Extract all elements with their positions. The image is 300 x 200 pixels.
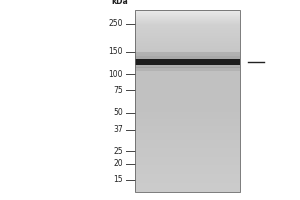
Text: 25: 25 xyxy=(113,147,123,156)
Text: kDa: kDa xyxy=(111,0,128,6)
Text: 75: 75 xyxy=(113,86,123,95)
Text: 20: 20 xyxy=(113,159,123,168)
Text: 150: 150 xyxy=(109,47,123,56)
Text: 50: 50 xyxy=(113,108,123,117)
Text: 250: 250 xyxy=(109,19,123,28)
Text: 15: 15 xyxy=(113,175,123,184)
Text: 37: 37 xyxy=(113,125,123,134)
Text: 100: 100 xyxy=(109,70,123,79)
